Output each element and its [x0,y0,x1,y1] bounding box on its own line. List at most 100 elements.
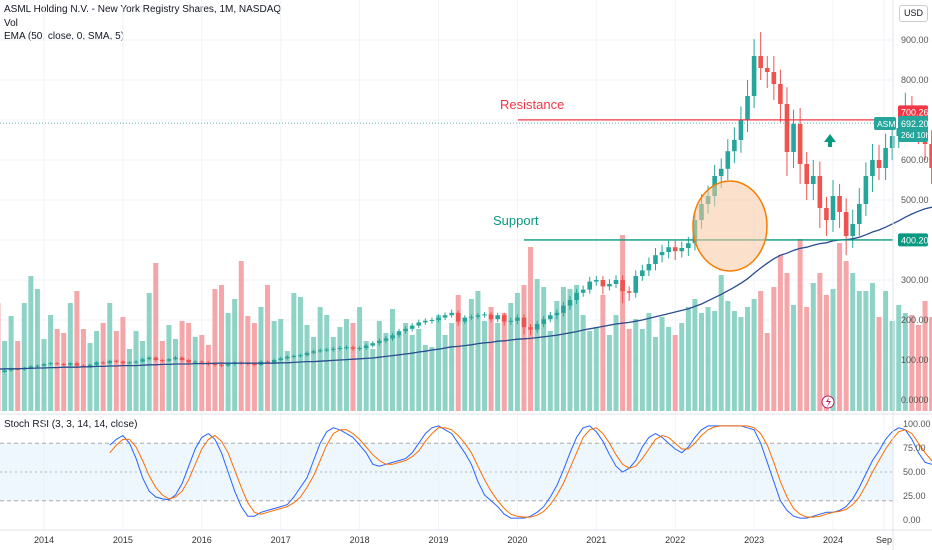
support-tag-bg [898,233,928,247]
y-tick-label: 800.00 [901,75,929,85]
candle-body [186,360,191,363]
candle-body [54,363,60,365]
volume-bar [514,293,520,411]
volume-bar [396,335,402,411]
volume-bar [869,283,875,411]
support-tag: 400.20 [901,235,929,245]
y-tick-label: 200.00 [901,315,929,325]
candle-body [127,362,132,364]
candle-body [725,151,731,169]
volume-bar [67,303,73,411]
candle-body [547,315,553,320]
volume-bar [416,329,422,411]
volume-legend[interactable]: Vol [4,18,18,29]
volume-bar [449,323,455,411]
volume-bar [600,295,606,411]
candle-body [837,196,842,212]
candle-body [81,365,86,367]
candle-body [850,224,856,236]
candle-body [870,160,875,176]
y-tick-label: 100.00 [901,355,929,365]
volume-bar [758,291,764,411]
candle-body [160,360,165,361]
volume-bar [718,275,724,411]
volume-bar [613,315,619,411]
candle-body [41,364,47,366]
volume-bar [186,323,192,411]
candle-body [501,315,507,322]
volume-bar [580,315,586,411]
candle-body [28,366,34,368]
stoch-d-line [109,425,932,518]
currency-button[interactable]: USD [899,5,928,22]
volume-bar [74,291,80,411]
candle-body [291,356,297,357]
annotations: Resistance Support [0,97,893,409]
volume-bar [126,349,132,411]
candle-body [350,347,356,349]
volume-bar [495,323,501,411]
candle-body [416,322,422,326]
rsi-tick-label: 25.00 [903,491,926,501]
candle-body [810,176,816,184]
candle-body [94,362,99,365]
volume-bar [534,279,540,411]
volume-bar [501,313,507,411]
candle-body [35,365,40,367]
candle-body [383,338,389,341]
volume-bar [593,327,599,411]
candle-body [344,347,349,349]
volume-bar [725,301,731,411]
volume-bar [436,315,441,411]
volume-bar [409,335,415,411]
volume-bar [823,295,829,411]
volume-bar [205,345,211,411]
volume-bar [909,315,915,411]
candle-body [153,357,159,360]
volume-bar [922,301,928,411]
volume-bar [554,301,560,411]
volume-bar [251,323,257,411]
volume-bar [692,299,698,411]
volume-bar [21,303,27,411]
volume-bar [383,333,389,411]
rsi-tick-label: 100.00 [903,419,931,429]
volume-bar [699,313,704,411]
volume-bar [278,319,284,411]
volume-bar [856,291,862,411]
stoch-rsi-legend[interactable]: Stoch RSI (3, 3, 14, 14, close) [4,419,138,430]
volume-bar [15,341,21,411]
volume-bars [0,235,932,411]
resistance-tag-bg [898,105,928,119]
volume-bar [363,341,369,411]
volume-bar [626,329,632,411]
volume-bar [34,289,40,411]
candle-body [528,327,533,330]
candle-body [100,362,106,364]
candle-body [87,364,93,367]
volume-bar [159,341,165,411]
volume-bar [560,287,566,411]
volume-bar [442,335,448,411]
volume-bar [646,313,652,411]
candle-body [377,340,382,344]
volume-bar [94,331,100,411]
candle-body [488,314,494,320]
candle-body [778,84,783,104]
volume-bar [915,325,921,411]
candle-body [561,305,566,313]
volume-bar [468,299,474,411]
volume-bar [567,289,573,411]
candle-body [824,208,829,220]
candle-body [574,292,579,300]
candle-body [587,281,593,290]
volume-bar [837,243,843,411]
candle-body [534,324,540,330]
volume-bar [679,323,685,411]
ema-legend[interactable]: EMA (50, close, 0, SMA, 5) [4,31,125,42]
ema-line [0,206,932,370]
volume-bar [8,316,14,411]
volume-bar [291,293,297,411]
volume-bar [389,309,395,411]
